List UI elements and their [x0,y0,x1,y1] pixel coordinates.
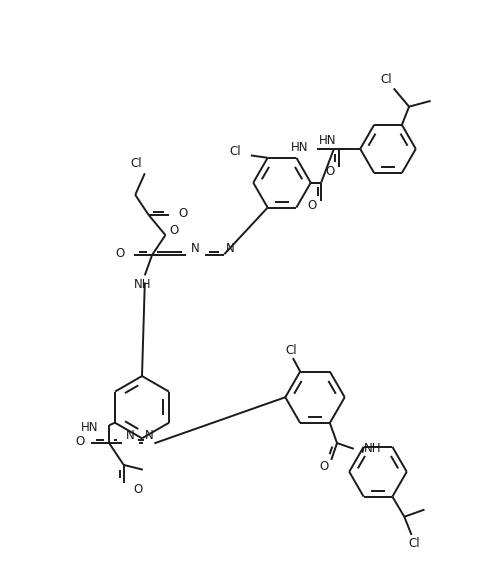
Text: Cl: Cl [408,537,420,550]
Text: N: N [145,429,154,442]
Text: Cl: Cl [130,157,142,170]
Text: O: O [133,483,142,496]
Text: NH: NH [365,442,382,455]
Text: O: O [178,207,188,220]
Text: HN: HN [319,134,336,147]
Text: O: O [325,166,335,179]
Text: N: N [125,429,134,442]
Text: O: O [115,247,124,260]
Text: HN: HN [291,142,308,154]
Text: Cl: Cl [285,344,297,357]
Text: Cl: Cl [381,73,392,86]
Text: O: O [308,199,317,212]
Text: HN: HN [81,421,99,434]
Text: Cl: Cl [229,145,241,158]
Text: N: N [226,242,234,255]
Text: O: O [170,224,179,237]
Text: O: O [75,435,84,448]
Text: N: N [191,242,199,255]
Text: NH: NH [134,278,151,291]
Text: O: O [319,460,328,473]
